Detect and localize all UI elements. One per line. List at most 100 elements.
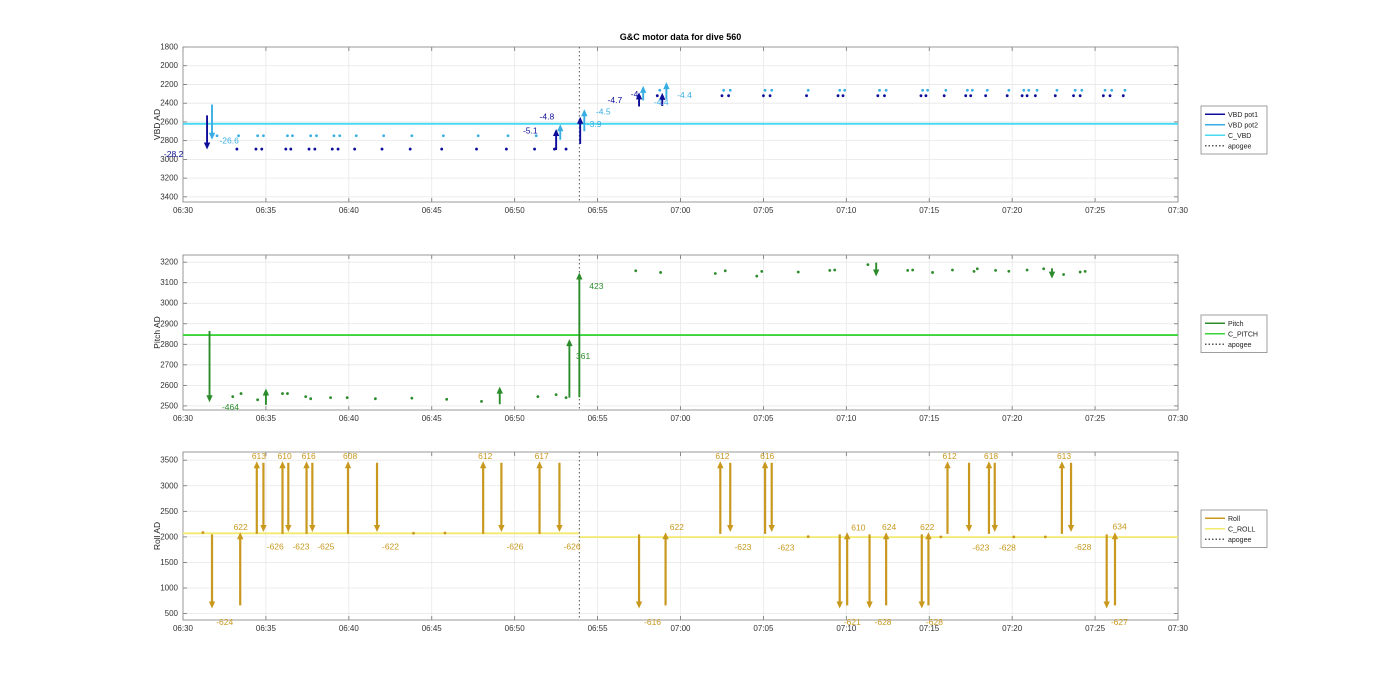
data-point-vbd <box>658 88 662 92</box>
data-point-pitch <box>972 270 976 273</box>
annotation-label: -3.9 <box>587 119 602 129</box>
y-tick-label: 3500 <box>160 456 178 465</box>
x-tick-label: 06:30 <box>173 624 194 633</box>
data-point-vbd <box>1020 94 1024 98</box>
y-axis-label: Roll AD <box>152 522 162 550</box>
y-tick-label: 1800 <box>160 43 178 52</box>
arrowhead <box>761 461 769 469</box>
x-tick-label: 07:00 <box>670 624 691 633</box>
y-axis-label: VBD AD <box>152 109 162 140</box>
data-point-pitch <box>760 270 764 273</box>
x-tick-label: 06:35 <box>256 206 277 215</box>
x-tick-label: 06:50 <box>505 414 526 423</box>
annotation-label: 616 <box>760 451 774 461</box>
data-point-pitch <box>975 267 979 271</box>
y-tick-label: 3000 <box>160 155 178 164</box>
arrowhead <box>536 461 543 469</box>
data-point-vbd <box>1108 94 1112 98</box>
annotation-label: 634 <box>1112 521 1126 531</box>
x-tick-label: 06:55 <box>588 414 609 423</box>
plot-pitch: 06:30 06:35 06:40 06:45 06:50 06:55 07:00 07:05… <box>152 254 1268 423</box>
x-tick-label: 07:20 <box>1002 206 1023 215</box>
x-tick-label: 06:45 <box>422 624 443 633</box>
data-point-pitch <box>286 392 289 395</box>
data-point-pitch <box>866 263 870 267</box>
data-point-vbd <box>985 88 989 92</box>
y-tick-label: 2800 <box>160 136 178 145</box>
data-point-vbd <box>841 94 845 98</box>
annotation-label: -4.8 <box>540 112 555 122</box>
data-point-pitch <box>281 392 284 395</box>
data-point-vbd <box>441 134 445 138</box>
data-point-vbd <box>336 147 340 151</box>
arrowhead <box>479 461 487 469</box>
data-point-pitch <box>911 268 915 272</box>
data-point-roll <box>1043 535 1047 539</box>
data-point-vbd <box>970 88 974 92</box>
data-point-vbd <box>338 134 342 138</box>
data-point-vbd <box>768 94 772 98</box>
data-point-roll <box>412 531 415 535</box>
data-point-vbd <box>1101 94 1105 98</box>
data-point-pitch <box>329 396 332 400</box>
annotation-label: -28.2 <box>164 149 184 159</box>
data-point-vbd <box>876 94 880 98</box>
x-tick-label: 07:30 <box>1168 624 1189 633</box>
arrowhead <box>1111 532 1119 540</box>
data-point-pitch <box>994 268 997 272</box>
data-point-pitch <box>713 272 717 275</box>
data-point-vbd <box>286 134 289 138</box>
arrowhead <box>303 461 310 469</box>
annotation-label: 624 <box>882 522 896 532</box>
x-tick-label: 07:00 <box>670 206 691 215</box>
y-tick-label: 2900 <box>160 319 178 328</box>
arrowhead <box>279 461 286 469</box>
x-tick-label: 07:15 <box>919 414 940 423</box>
annotation-label: -625 <box>317 542 334 552</box>
plot-roll: 06:30 06:35 06:40 06:45 06:50 06:55 07:00 07:05… <box>152 451 1268 633</box>
data-point-vbd <box>235 147 239 151</box>
y-tick-label: 3200 <box>160 258 178 267</box>
x-tick-label: 07:00 <box>670 414 691 423</box>
data-point-vbd <box>838 88 842 92</box>
arrowhead <box>556 525 563 533</box>
arrowhead <box>260 525 267 533</box>
y-tick-label: 2000 <box>160 61 178 70</box>
data-point-vbd <box>969 94 973 98</box>
y-tick-label: 2500 <box>160 507 178 516</box>
arrowhead <box>1058 461 1066 469</box>
data-point-vbd <box>353 147 357 151</box>
arrowhead <box>557 124 564 132</box>
x-tick-label: 06:40 <box>339 414 360 423</box>
arrowhead <box>1048 271 1056 279</box>
arrowhead <box>552 128 560 136</box>
data-point-vbd <box>330 147 334 151</box>
arrowhead <box>208 132 216 140</box>
data-point-vbd <box>942 94 946 98</box>
legend-label: C_VBD <box>1228 133 1251 140</box>
annotation-label: -628 <box>999 543 1016 553</box>
data-point-vbd <box>504 147 508 151</box>
data-point-vbd <box>1072 94 1075 98</box>
annotation-label: 612 <box>943 451 957 461</box>
arrowhead <box>206 395 213 403</box>
data-point-vbd <box>1055 88 1059 92</box>
annotation-label: 622 <box>234 522 248 532</box>
data-point-pitch <box>634 269 638 273</box>
data-point-vbd <box>382 134 386 138</box>
annotation-label: -627 <box>1111 617 1128 627</box>
arrowhead <box>639 85 647 93</box>
data-point-pitch <box>828 268 832 272</box>
annotation-label: 616 <box>302 451 316 461</box>
arrowhead <box>208 601 216 609</box>
y-tick-label: 2000 <box>160 532 178 541</box>
data-point-vbd <box>770 88 774 92</box>
data-point-vbd <box>944 88 948 92</box>
arrowhead <box>918 601 925 609</box>
x-tick-label: 07:05 <box>753 624 774 633</box>
arrowhead <box>872 269 880 277</box>
data-point-pitch <box>931 271 934 274</box>
annotation-label: 610 <box>278 451 292 461</box>
data-point-vbd <box>309 134 313 138</box>
annotation-label: -623 <box>972 543 989 553</box>
